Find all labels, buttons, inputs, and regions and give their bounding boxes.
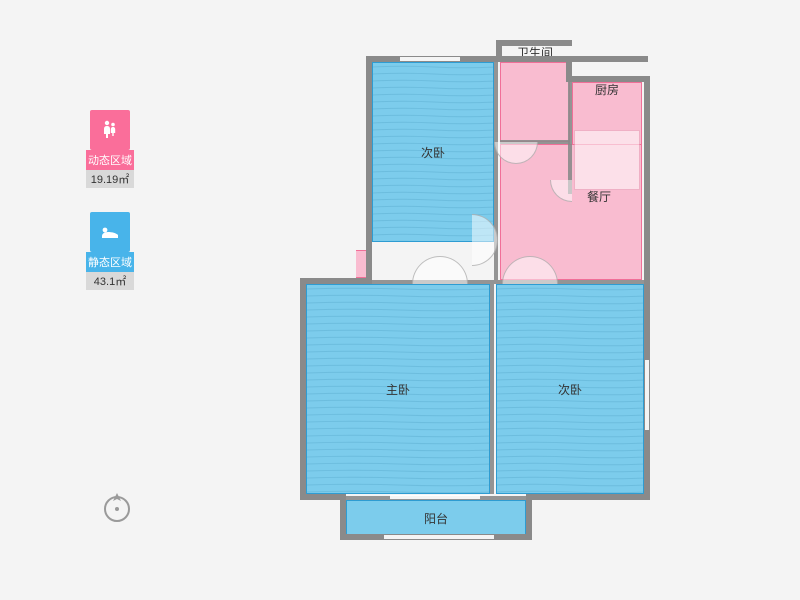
legend-item-static: 静态区域 43.1㎡ [80,212,140,290]
compass-icon [100,490,134,529]
kitchen-counter [574,130,640,190]
outer-wall-11 [566,56,572,80]
legend-label-static: 静态区域 [86,252,134,272]
room-bathroom: 卫生间 [500,62,570,142]
room-master: 主卧 [306,284,490,494]
outer-wall-12 [496,40,572,46]
inner-wall-4 [490,284,494,494]
legend-value-static: 43.1㎡ [86,272,134,290]
outer-wall-13 [496,40,502,62]
outer-wall-3 [300,278,306,500]
room-label-kitchen: 厨房 [595,81,619,98]
room-bedroom2_bot: 次卧 [496,284,644,494]
room-label-balcony: 阳台 [424,510,448,527]
window-1 [390,495,480,499]
outer-wall-1 [366,56,372,280]
outer-wall-2 [300,278,372,284]
legend-value-dynamic: 19.19㎡ [86,170,134,188]
floor-plan: 次卧 卫生间 厨房餐厅主卧 次卧阳台 [300,40,660,560]
people-icon [90,110,130,150]
sleep-icon [90,212,130,252]
room-balcony: 阳台 [346,500,526,536]
window-3 [645,360,649,430]
legend: 动态区域 19.19㎡ 静态区域 43.1㎡ [80,110,140,314]
outer-wall-7 [526,494,532,540]
room-label-dining: 餐厅 [587,188,611,205]
outer-wall-10 [566,76,650,82]
legend-item-dynamic: 动态区域 19.19㎡ [80,110,140,188]
room-label-master: 主卧 [386,381,410,398]
window-0 [400,57,460,61]
legend-label-dynamic: 动态区域 [86,150,134,170]
inner-wall-1 [568,82,572,194]
room-label-bedroom2_bot: 次卧 [558,381,582,398]
window-2 [384,535,494,539]
outer-wall-8 [526,494,650,500]
room-label-bedroom2_top: 次卧 [421,144,445,161]
outer-wall-9 [644,76,650,500]
